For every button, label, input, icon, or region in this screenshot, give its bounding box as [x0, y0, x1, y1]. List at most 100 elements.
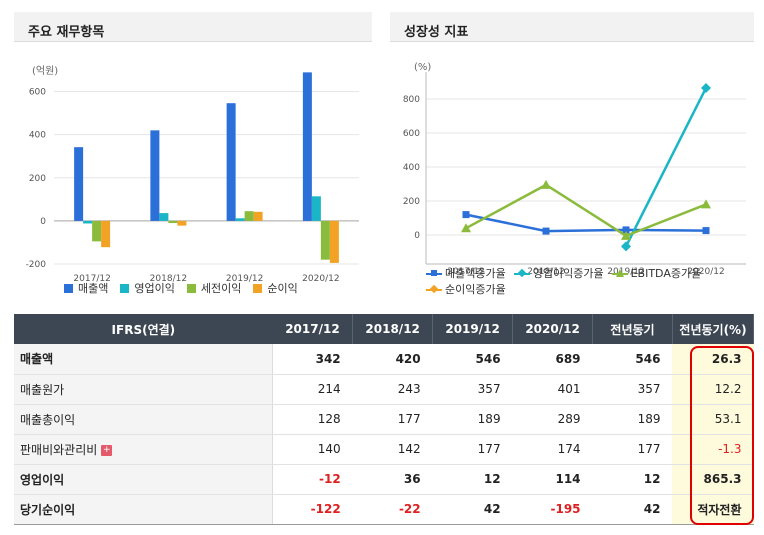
- table-cell: 114: [512, 464, 593, 495]
- legend-marker: [426, 285, 442, 294]
- legend-label: 매출액증가율: [445, 267, 506, 280]
- bar-매출액: [226, 103, 236, 221]
- point-EBITDA증가율: [461, 223, 471, 233]
- point-매출액증가율: [542, 227, 550, 235]
- row-label-text: 매출원가: [20, 382, 65, 397]
- table-cell: 357: [592, 374, 673, 405]
- table-cell: 12: [432, 464, 513, 495]
- financial-items-title: 주요 재무항목: [14, 12, 372, 42]
- table-cell: 546: [432, 344, 513, 375]
- table-header-row: IFRS(연결) 2017/12 2018/12 2019/12 2020/12…: [14, 314, 755, 344]
- y-tick-label: 200: [403, 197, 420, 207]
- bar-영업이익: [83, 220, 93, 224]
- financial-table: IFRS(연결) 2017/12 2018/12 2019/12 2020/12…: [14, 314, 755, 525]
- bar-chart-legend: 매출액 영업이익 세전이익 순이익: [64, 280, 310, 296]
- table-cell: 적자전환: [672, 494, 754, 525]
- legend-item: 세전이익: [186, 280, 242, 296]
- table-cell: 177: [352, 404, 433, 435]
- table-cell: 128: [272, 404, 353, 435]
- y-tick-label: 0: [40, 217, 46, 227]
- table-cell: 289: [512, 404, 593, 435]
- table-row: 매출총이익 128 177 189 289 189 53.1: [14, 404, 754, 435]
- table-row: 당기순이익 -122 -22 42 -195 42 적자전환: [14, 494, 754, 525]
- table-row: 매출액 342 420 546 689 546 26.3: [14, 344, 754, 375]
- table-cell: 189: [432, 404, 513, 435]
- y-tick-label: 0: [414, 231, 420, 241]
- table-cell: 401: [512, 374, 593, 405]
- bar-영업이익: [311, 196, 321, 221]
- point-영업이익증가율: [621, 241, 631, 252]
- line-chart-unit: (%): [414, 62, 432, 73]
- row-label: 당기순이익: [14, 494, 274, 525]
- legend-item: 매출액증가율: [426, 266, 506, 281]
- growth-indicators-panel: 성장성 지표 (%) 800 600 400 200 0 2017/12 2018/12 20…: [390, 12, 754, 302]
- row-label: 판매비와관리비 +: [14, 434, 274, 465]
- point-영업이익증가율: [701, 82, 711, 93]
- point-매출액증가율: [462, 211, 470, 219]
- header-2018: 2018/12: [352, 314, 434, 344]
- table-cell: -195: [512, 494, 593, 525]
- legend-label: 순이익증가율: [445, 283, 506, 296]
- table-row: 판매비와관리비 +140 142 177 174 177 -1.3: [14, 434, 754, 465]
- y-tick-label: 800: [403, 95, 420, 105]
- table-cell: 53.1: [672, 404, 754, 435]
- x-tick-label: 2017/12: [73, 274, 110, 284]
- legend-item: 영업이익증가율: [513, 266, 604, 281]
- table-cell: 142: [352, 434, 433, 465]
- bar-매출액: [74, 147, 84, 221]
- table-cell: 357: [432, 374, 513, 405]
- legend-label: 세전이익: [200, 282, 242, 295]
- bar-세전이익: [168, 220, 178, 224]
- row-label: 영업이익: [14, 464, 274, 495]
- row-label-text: 영업이익: [20, 472, 65, 487]
- x-tick-label: 2018/12: [527, 267, 564, 277]
- table-cell: -22: [352, 494, 433, 525]
- header-prev-period-pct: 전년동기(%): [672, 314, 755, 344]
- legend-swatch: [253, 283, 263, 293]
- growth-indicators-title: 성장성 지표: [390, 12, 754, 42]
- point-EBITDA증가율: [701, 199, 711, 209]
- legend-label: 영업이익증가율: [532, 267, 604, 280]
- legend-item: 매출액: [64, 280, 108, 296]
- table-cell: -12: [272, 464, 353, 495]
- expand-icon[interactable]: +: [101, 444, 113, 456]
- table-cell: 420: [352, 344, 433, 375]
- legend-swatch: [186, 283, 196, 293]
- legend-marker: [426, 269, 442, 278]
- legend-marker: [611, 269, 628, 278]
- table-cell: 546: [592, 344, 673, 375]
- x-tick-label: 2020/12: [302, 274, 339, 284]
- bar-순이익: [177, 220, 187, 226]
- table-cell: 42: [432, 494, 513, 525]
- point-매출액증가율: [622, 226, 630, 234]
- table-cell: 12: [592, 464, 673, 495]
- y-tick-label: -200: [26, 260, 47, 270]
- bar-영업이익: [235, 218, 245, 221]
- legend-swatch: [64, 283, 73, 293]
- line-chart: 800 600 400 200 0 2017/12 2018/12 2019/12 2020/1…: [403, 72, 746, 277]
- table-cell: 177: [592, 434, 673, 465]
- point-EBITDA증가율: [541, 179, 551, 189]
- bar-세전이익: [320, 220, 330, 260]
- header-prev-period: 전년동기: [592, 314, 673, 344]
- table-cell: -122: [272, 494, 353, 525]
- legend-item: EBITDA증가율: [611, 266, 701, 281]
- line-매출액증가율: [465, 213, 707, 233]
- row-label-text: 판매비와관리비: [20, 442, 98, 457]
- point-매출액증가율: [702, 227, 710, 235]
- row-label-text: 매출총이익: [20, 412, 76, 427]
- table-cell: -1.3: [672, 434, 754, 465]
- row-label: 매출총이익: [14, 404, 274, 435]
- table-cell: 42: [592, 494, 673, 525]
- table-cell: 689: [512, 344, 593, 375]
- legend-marker: [513, 269, 530, 278]
- bar-순이익: [253, 211, 263, 221]
- header-2019: 2019/12: [432, 314, 514, 344]
- table-cell: 26.3: [672, 344, 754, 375]
- header-2020: 2020/12: [512, 314, 594, 344]
- row-label: 매출액: [14, 344, 274, 375]
- bar-순이익: [101, 220, 111, 248]
- header-basis: IFRS(연결): [14, 314, 273, 344]
- table-cell: 243: [352, 374, 433, 405]
